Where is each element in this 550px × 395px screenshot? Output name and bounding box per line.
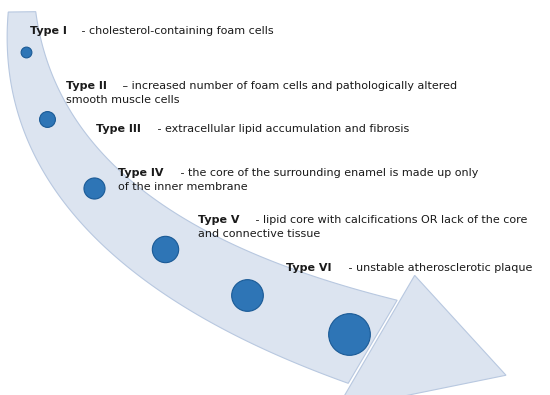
- Point: [89, 185, 98, 191]
- Text: - unstable atherosclerotic plaque: - unstable atherosclerotic plaque: [345, 263, 532, 273]
- Point: [21, 49, 30, 55]
- Text: smooth muscle cells: smooth muscle cells: [66, 95, 179, 105]
- Point: [161, 246, 169, 252]
- Text: - extracellular lipid accumulation and fibrosis: - extracellular lipid accumulation and f…: [154, 124, 409, 134]
- Point: [243, 292, 252, 298]
- Point: [42, 116, 51, 122]
- Text: Type I: Type I: [30, 26, 67, 36]
- Point: [344, 331, 353, 337]
- Text: Type II: Type II: [66, 81, 107, 91]
- Text: and connective tissue: and connective tissue: [198, 229, 320, 239]
- Polygon shape: [336, 275, 506, 395]
- Text: - lipid core with calcifications OR lack of the core: - lipid core with calcifications OR lack…: [251, 215, 527, 225]
- Text: – increased number of foam cells and pathologically altered: – increased number of foam cells and pat…: [119, 81, 457, 91]
- Text: Type III: Type III: [96, 124, 141, 134]
- Text: of the inner membrane: of the inner membrane: [118, 182, 248, 192]
- Text: - the core of the surrounding enamel is made up only: - the core of the surrounding enamel is …: [177, 168, 478, 178]
- Text: Type VI: Type VI: [286, 263, 332, 273]
- Text: - cholesterol-containing foam cells: - cholesterol-containing foam cells: [78, 26, 273, 36]
- Text: Type IV: Type IV: [118, 168, 164, 178]
- Text: Type V: Type V: [198, 215, 239, 225]
- Polygon shape: [7, 12, 397, 383]
